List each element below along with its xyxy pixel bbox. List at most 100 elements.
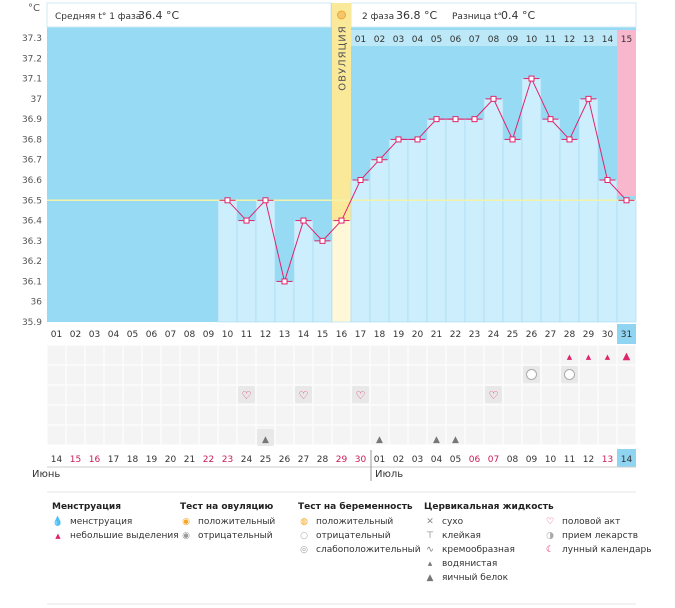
marker-grid-cell — [104, 425, 123, 445]
legend-menstruation: Менструация 💧 менструация ▲ небольшие выде… — [52, 502, 179, 543]
legend-label: слабоположительный — [316, 545, 421, 555]
marker-grid-cell — [579, 425, 598, 445]
temperature-bar — [616, 199, 637, 323]
marker-box — [295, 386, 312, 403]
marker-grid-cell — [47, 345, 66, 365]
marker-grid-cell — [332, 365, 351, 385]
marker-grid-cell — [598, 365, 617, 385]
y-tick-label: 36 — [31, 298, 43, 308]
temperature-point — [338, 217, 345, 224]
marker-grid-cell — [180, 365, 199, 385]
marker-grid-cell — [294, 365, 313, 385]
y-tick-label: 36.5 — [22, 196, 42, 206]
menstruation-marker: ▲ — [623, 351, 631, 362]
marker-grid-cell — [256, 345, 275, 365]
marker-grid-cell — [484, 345, 503, 365]
temperature-point — [357, 177, 364, 183]
calendar-date-label: 01 — [374, 455, 385, 465]
temperature-point — [376, 156, 383, 163]
calendar-date-label: 21 — [184, 455, 195, 465]
y-axis-label: °C — [28, 3, 40, 14]
calendar-date-label: 25 — [260, 455, 271, 465]
calendar-date-label: 09 — [526, 455, 538, 465]
marker-grid-cell — [142, 365, 161, 385]
calendar-date-label: 05 — [450, 455, 461, 465]
marker-grid-cell — [408, 385, 427, 405]
temperature-bar — [426, 118, 447, 323]
marker-grid-cell — [218, 425, 237, 445]
marker-grid-cell — [294, 425, 313, 445]
temperature-bar — [236, 220, 257, 323]
marker-grid-cell — [66, 365, 85, 385]
marker-grid-cell — [218, 345, 237, 365]
calendar-date-label: 06 — [469, 455, 481, 465]
y-tick-label: 37 — [31, 95, 42, 105]
ovulation-negative-icon: ◉ — [182, 531, 190, 541]
calendar-date-label: 15 — [70, 455, 81, 465]
phase1-header-label: Средняя t° 1 фаза — [55, 12, 141, 22]
marker-grid-cell — [503, 385, 522, 405]
watery-icon: ▴ — [427, 559, 433, 569]
month-label: Июнь — [32, 469, 60, 480]
temperature-bar — [540, 118, 561, 323]
pregnancy-weak-icon: ◎ — [300, 545, 308, 555]
marker-grid-cell — [313, 425, 332, 445]
temperature-point — [262, 197, 269, 204]
temperature-point — [547, 116, 554, 123]
temperature-point — [566, 136, 573, 143]
temperature-point — [452, 116, 459, 123]
calendar-date-label: 10 — [545, 455, 557, 465]
cycle-day-label: 08 — [184, 330, 196, 340]
marker-grid-cell — [142, 385, 161, 405]
legend-label: прием лекарств — [562, 531, 639, 541]
marker-grid-cell — [237, 405, 256, 425]
marker-grid-cell — [161, 345, 180, 365]
y-tick-label: 36.1 — [22, 277, 42, 287]
y-tick-label: 36.9 — [22, 115, 42, 125]
marker-grid-cell — [503, 345, 522, 365]
temperature-bar — [350, 179, 371, 323]
temperature-bar — [445, 118, 466, 323]
legend-label: небольшие выделения — [70, 531, 179, 541]
marker-grid-cell — [275, 365, 294, 385]
marker-grid-cell — [522, 425, 541, 445]
marker-grid-cell — [560, 385, 579, 405]
marker-grid-cell — [66, 405, 85, 425]
marker-grid-cell — [332, 345, 351, 365]
marker-grid-cell — [408, 405, 427, 425]
marker-grid-cell — [541, 425, 560, 445]
marker-grid-cell — [465, 365, 484, 385]
calendar-date-label: 13 — [602, 455, 613, 465]
cycle-day-label: 12 — [260, 330, 271, 340]
marker-grid-cell — [161, 385, 180, 405]
cycle-day-label: 13 — [279, 330, 290, 340]
spotting-icon: ▲ — [55, 532, 61, 540]
marker-grid-cell — [256, 365, 275, 385]
marker-grid-cell — [142, 405, 161, 425]
marker-grid-cell — [351, 365, 370, 385]
legend-pregnancy-test: Тест на беременность ◍ положительный ○ отр… — [298, 502, 421, 557]
marker-grid-cell — [389, 385, 408, 405]
luteal-day-label: 10 — [526, 35, 538, 45]
marker-grid-cell — [256, 405, 275, 425]
marker-grid-cell — [579, 365, 598, 385]
temperature-point — [433, 116, 440, 123]
cycle-day-label: 24 — [488, 330, 500, 340]
cycle-day-label: 30 — [602, 330, 614, 340]
marker-grid-cell — [389, 405, 408, 425]
calendar-date-label: 19 — [146, 455, 158, 465]
marker-box — [485, 386, 502, 403]
creamy-icon: ∿ — [426, 545, 434, 555]
marker-grid-cell — [617, 365, 636, 385]
legend-title-cervical-fluid: Цервикальная жидкость — [424, 502, 554, 512]
calendar-date-label: 14 — [51, 455, 63, 465]
temperature-bar — [312, 240, 333, 323]
temperature-point — [585, 95, 592, 102]
egg-white-icon: ▲ — [426, 573, 434, 583]
cycle-day-label: 07 — [165, 330, 176, 340]
legend-cervical-fluid: Цервикальная жидкость ✕ сухо ⊤ клейкая ∿ кр… — [424, 502, 674, 585]
pregnancy-negative-icon: ○ — [300, 531, 308, 541]
marker-grid-cell — [389, 345, 408, 365]
marker-grid-cell — [560, 425, 579, 445]
